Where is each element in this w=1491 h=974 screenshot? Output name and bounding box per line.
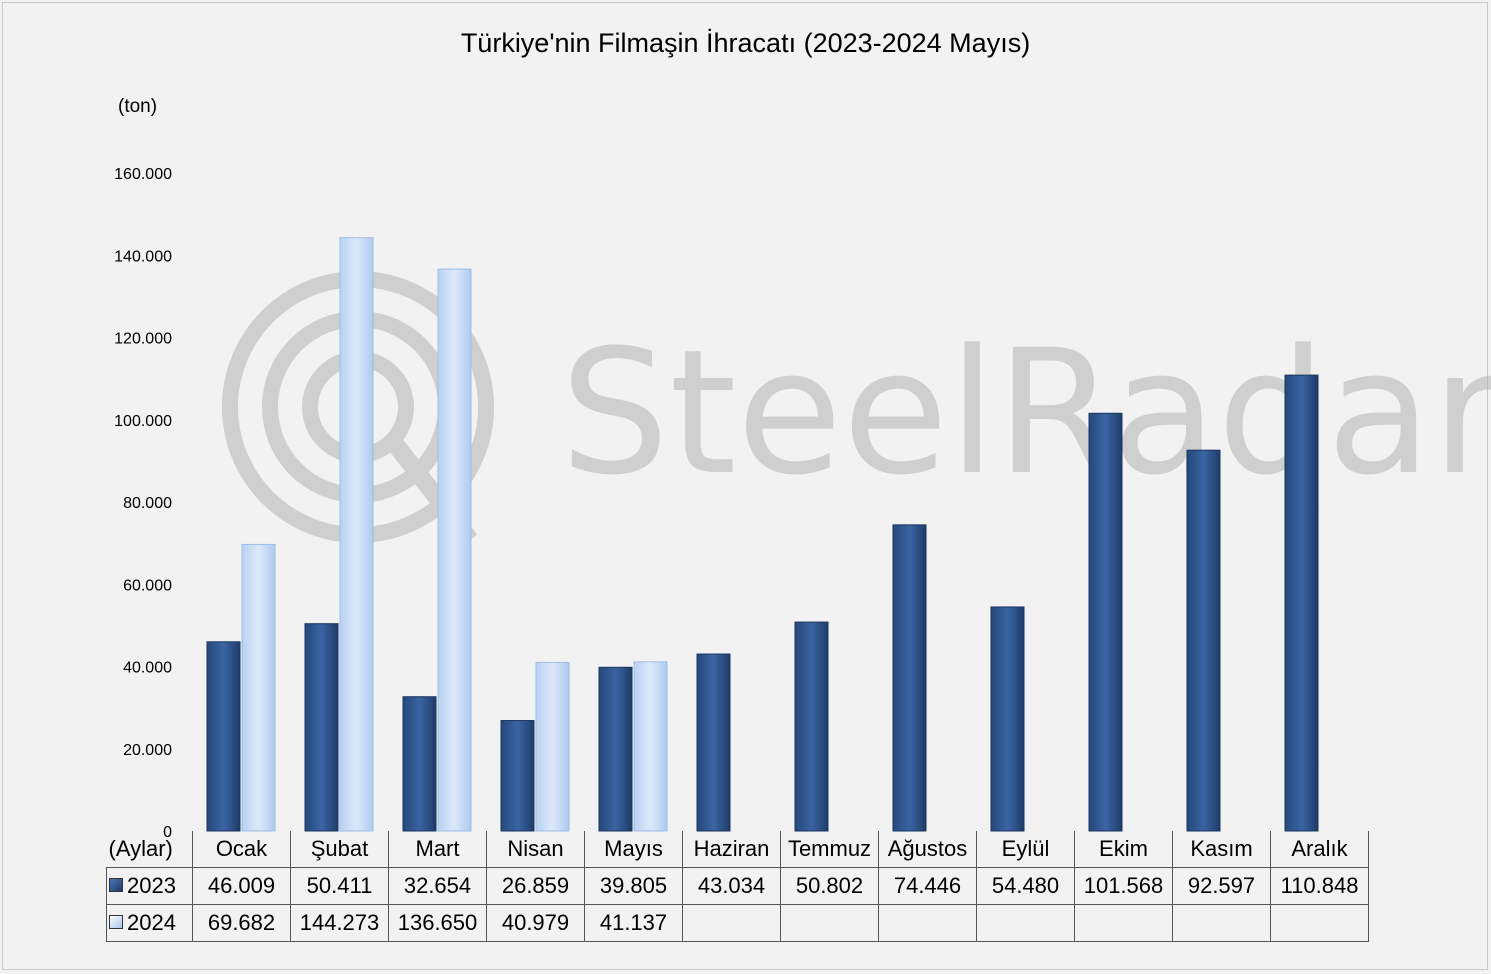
y-tick-label: 160.000 bbox=[114, 166, 172, 183]
month-label: Mart bbox=[388, 831, 487, 868]
data-label: 136.650 bbox=[388, 904, 487, 942]
month-label: Eylül bbox=[976, 831, 1075, 868]
month-label: Ağustos bbox=[878, 831, 977, 868]
data-label: 50.802 bbox=[780, 867, 879, 905]
data-label bbox=[976, 904, 1075, 942]
legend-entry-2024: 2024 bbox=[106, 904, 193, 942]
bar-2023-Eylül bbox=[990, 606, 1025, 832]
data-label: 74.446 bbox=[878, 867, 977, 905]
data-label: 39.805 bbox=[584, 867, 683, 905]
bar-2024-Nisan bbox=[535, 661, 570, 832]
bar-2023-Temmuz bbox=[794, 621, 829, 832]
bar-2024-Şubat bbox=[339, 237, 374, 832]
bar-2023-Şubat bbox=[304, 623, 339, 832]
y-tick-label: 80.000 bbox=[123, 495, 172, 512]
month-label: Aralık bbox=[1270, 831, 1369, 868]
data-label bbox=[780, 904, 879, 942]
data-label: 46.009 bbox=[192, 867, 291, 905]
month-label: Şubat bbox=[290, 831, 389, 868]
bar-2023-Ağustos bbox=[892, 524, 927, 832]
bar-2023-Ocak bbox=[206, 641, 241, 832]
data-label: 92.597 bbox=[1172, 867, 1271, 905]
y-tick-label: 140.000 bbox=[114, 248, 172, 265]
bar-2023-Aralık bbox=[1284, 374, 1319, 832]
month-label: Ocak bbox=[192, 831, 291, 868]
month-label: Mayıs bbox=[584, 831, 683, 868]
data-label: 144.273 bbox=[290, 904, 389, 942]
data-label: 54.480 bbox=[976, 867, 1075, 905]
bar-2023-Ekim bbox=[1088, 412, 1123, 832]
legend-key-2023 bbox=[109, 878, 123, 893]
bar-2023-Kasım bbox=[1186, 449, 1221, 832]
data-label: 41.137 bbox=[584, 904, 683, 942]
bar-2024-Mayıs bbox=[633, 661, 668, 832]
month-label: Haziran bbox=[682, 831, 781, 868]
y-axis-unit-label: (ton) bbox=[118, 96, 158, 117]
steelradar-watermark-logo: SteelRadar bbox=[222, 271, 1491, 546]
chart-title: Türkiye'nin Filmaşin İhracatı (2023-2024… bbox=[460, 28, 1031, 58]
data-label: 50.411 bbox=[290, 867, 389, 905]
data-label: 40.979 bbox=[486, 904, 585, 942]
legend-key-2024 bbox=[109, 915, 123, 930]
y-tick-label: 120.000 bbox=[114, 331, 172, 348]
data-label: 43.034 bbox=[682, 867, 781, 905]
data-label bbox=[878, 904, 977, 942]
month-label: Nisan bbox=[486, 831, 585, 868]
data-table: (Aylar) Ocak Şubat Mart Nisan Mayıs Haziran Tem… bbox=[106, 831, 1369, 942]
bar-2023-Nisan bbox=[500, 720, 535, 832]
watermark-text: SteelRadar bbox=[560, 312, 1491, 513]
y-tick-label: 20.000 bbox=[123, 742, 172, 759]
data-label bbox=[1270, 904, 1369, 942]
data-label: 32.654 bbox=[388, 867, 487, 905]
legend-label: 2023 bbox=[127, 873, 176, 898]
table-row-2023: 2023 46.009 50.411 32.654 26.859 39.805 43.034… bbox=[106, 867, 1369, 905]
data-label: 101.568 bbox=[1074, 867, 1173, 905]
table-row-2024: 2024 69.682 144.273 136.650 40.979 41.137 bbox=[106, 904, 1369, 942]
bar-2024-Mart bbox=[437, 268, 472, 832]
y-tick-label: 40.000 bbox=[123, 660, 172, 677]
data-label bbox=[1172, 904, 1271, 942]
y-tick-label: 100.000 bbox=[114, 413, 172, 430]
month-label: Kasım bbox=[1172, 831, 1271, 868]
data-label bbox=[682, 904, 781, 942]
data-label: 26.859 bbox=[486, 867, 585, 905]
legend-label: 2024 bbox=[127, 910, 176, 935]
month-label: Ekim bbox=[1074, 831, 1173, 868]
bar-2023-Mart bbox=[402, 696, 437, 832]
bar-2023-Mayıs bbox=[598, 666, 633, 832]
bar-2023-Haziran bbox=[696, 653, 731, 832]
y-tick-label: 60.000 bbox=[123, 577, 172, 594]
x-axis-label: (Aylar) bbox=[106, 831, 193, 868]
legend-entry-2023: 2023 bbox=[106, 867, 193, 905]
month-label: Temmuz bbox=[780, 831, 879, 868]
table-row-months: (Aylar) Ocak Şubat Mart Nisan Mayıs Haziran Tem… bbox=[106, 831, 1369, 868]
data-label: 110.848 bbox=[1270, 867, 1369, 905]
data-label bbox=[1074, 904, 1173, 942]
data-label: 69.682 bbox=[192, 904, 291, 942]
bar-2024-Ocak bbox=[241, 543, 276, 832]
